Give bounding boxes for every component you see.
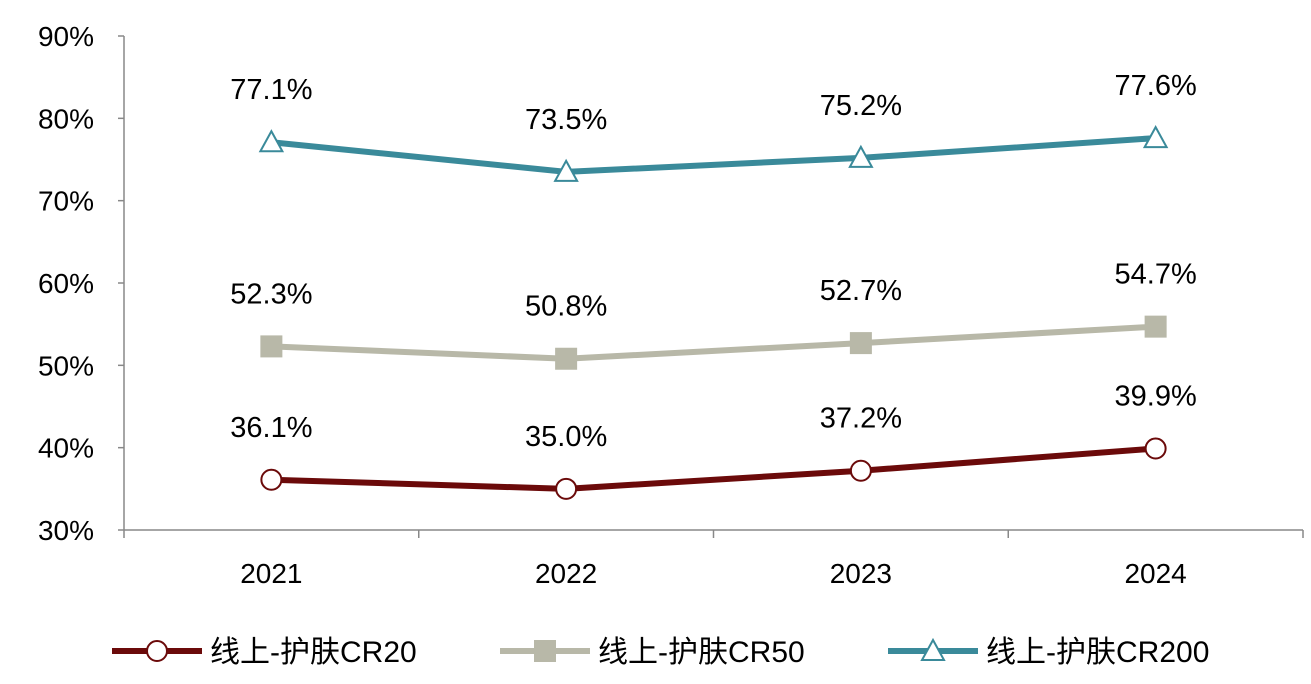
data-point-square [849,332,872,355]
data-label: 39.9% [1115,380,1197,412]
data-label: 73.5% [525,104,607,136]
legend-marker-triangle [920,637,946,661]
data-point-circle [260,468,283,491]
y-tick-label: 60% [38,268,94,299]
data-point-circle [1144,437,1167,460]
data-label: 77.1% [230,74,312,106]
data-label: 37.2% [820,403,902,435]
data-label: 75.2% [820,90,902,122]
y-tick-label: 80% [38,103,94,134]
data-label: 54.7% [1115,259,1197,291]
legend-marker-circle [146,640,168,662]
legend-marker-square [534,640,556,662]
data-point-triangle [258,129,285,153]
data-label: 35.0% [525,421,607,453]
x-tick-label: 2024 [1124,558,1186,589]
x-tick-label: 2021 [240,558,302,589]
data-label: 36.1% [230,412,312,444]
data-label: 77.6% [1115,70,1197,102]
data-label: 52.3% [230,278,312,310]
y-tick-label: 90% [38,21,94,52]
data-point-square [555,347,578,370]
series-line-circle [271,445,1156,492]
data-point-triangle [848,144,874,168]
y-tick-label: 40% [38,433,94,464]
y-tick-label: 70% [38,186,94,217]
data-label: 50.8% [525,291,607,323]
data-point-square [1144,315,1167,338]
data-label: 52.7% [820,275,902,307]
data-point-triangle [553,158,579,182]
legend-label: 线上-护肤CR50 [598,636,805,669]
legend-label: 线上-护肤CR20 [210,636,417,669]
data-point-square [260,335,283,358]
y-tick-label: 30% [38,515,94,546]
x-tick-label: 2022 [535,558,597,589]
x-tick-label: 2023 [830,558,892,589]
data-point-triangle [1142,125,1169,149]
series-line-triangle [271,135,1156,175]
series-line-square [271,323,1156,362]
data-point-circle [849,459,872,482]
y-tick-label: 50% [38,350,94,381]
data-point-circle [555,477,578,500]
legend-label: 线上-护肤CR200 [986,636,1209,669]
